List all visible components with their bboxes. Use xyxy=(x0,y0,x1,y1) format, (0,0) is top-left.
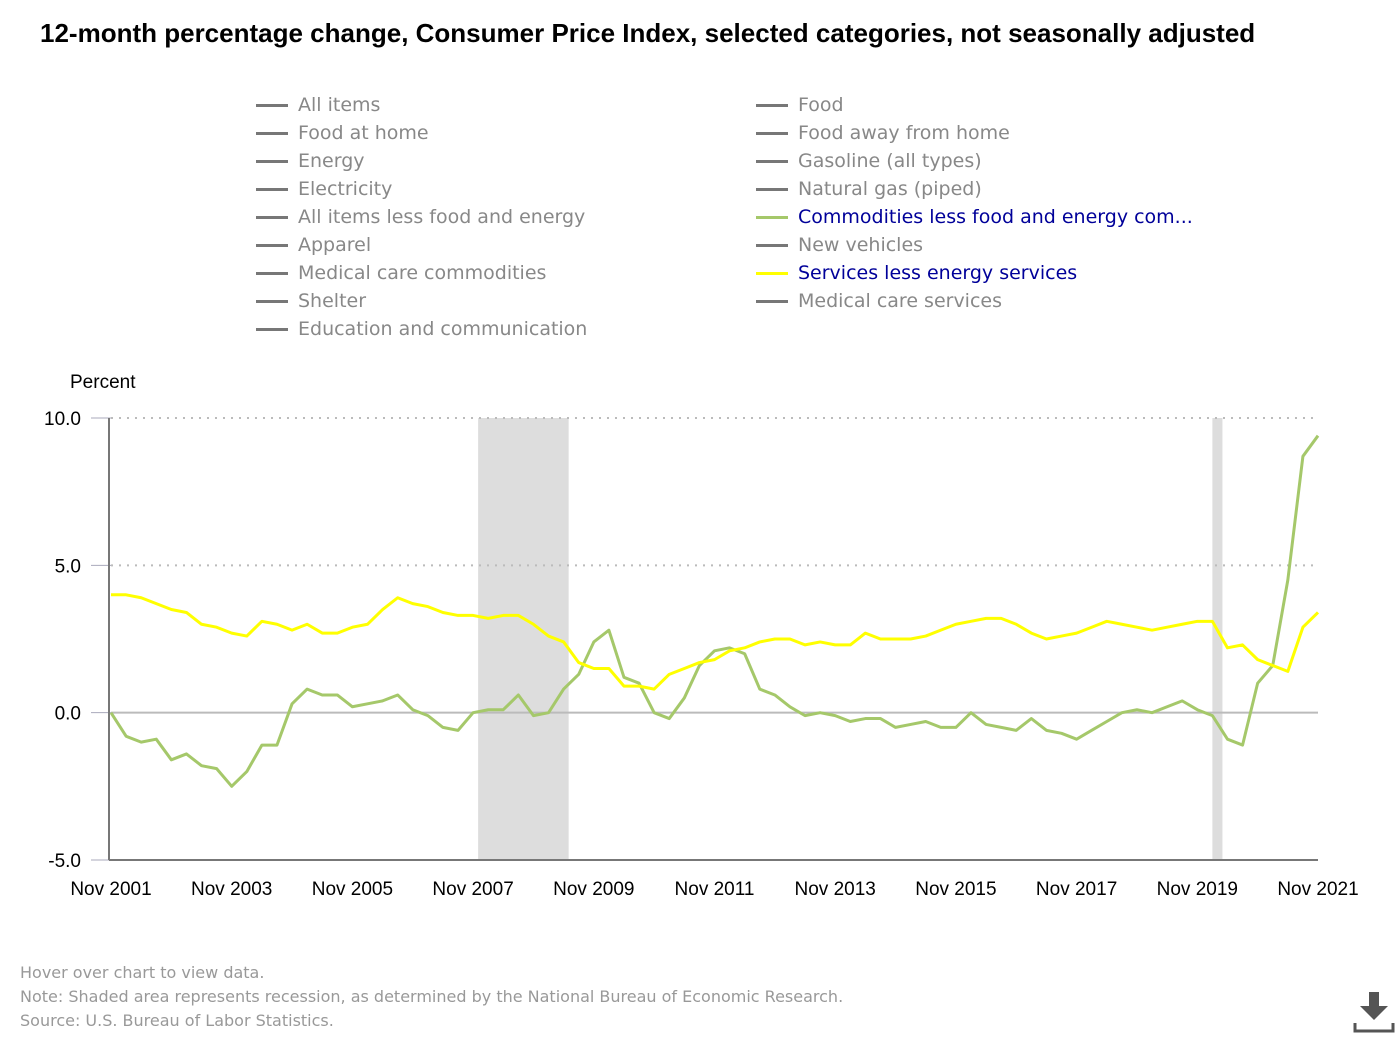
legend-item[interactable]: Food xyxy=(756,91,844,119)
series-line-services xyxy=(111,593,1320,691)
legend-swatch xyxy=(756,187,788,191)
legend-item[interactable]: Apparel xyxy=(256,231,371,259)
legend-swatch xyxy=(256,131,288,135)
legend-item[interactable]: Shelter xyxy=(256,287,366,315)
legend-label: Medical care services xyxy=(798,290,1002,312)
line-chart[interactable]: Percent 10.0 5.0 0.0 -5.0 Nov 2001 Nov 2003 No… xyxy=(0,360,1400,920)
legend-swatch xyxy=(756,215,788,219)
x-tick-label: Nov 2021 xyxy=(1277,879,1358,900)
legend-item[interactable]: Gasoline (all types) xyxy=(756,147,982,175)
legend-label: Gasoline (all types) xyxy=(798,150,982,172)
x-tick-label: Nov 2015 xyxy=(915,879,996,900)
legend-swatch xyxy=(256,271,288,275)
x-tick-label: Nov 2009 xyxy=(553,879,634,900)
recession-note: Note: Shaded area represents recession, … xyxy=(20,987,844,1006)
legend-item[interactable]: Natural gas (piped) xyxy=(756,175,982,203)
legend-swatch xyxy=(256,215,288,219)
x-tick-label: Nov 2019 xyxy=(1157,879,1238,900)
legend-swatch xyxy=(256,243,288,247)
y-axis-label: Percent xyxy=(70,372,136,393)
legend-label: All items less food and energy xyxy=(298,206,586,228)
legend-label: Services less energy services xyxy=(798,262,1078,284)
legend-item[interactable]: All items xyxy=(256,91,380,119)
x-tick-label: Nov 2005 xyxy=(312,879,393,900)
legend-label: Apparel xyxy=(298,234,372,256)
hover-hint: Hover over chart to view data. xyxy=(20,963,265,982)
legend-label: Electricity xyxy=(298,178,393,200)
recession-band xyxy=(1212,418,1223,860)
x-tick-label: Nov 2013 xyxy=(795,879,876,900)
download-icon[interactable] xyxy=(1352,990,1396,1034)
legend-label: Food at home xyxy=(298,122,429,144)
y-tick-label: -5.0 xyxy=(48,851,81,872)
legend-label: Commodities less food and energy com... xyxy=(798,206,1193,228)
legend-swatch xyxy=(256,159,288,163)
legend-label: All items xyxy=(298,94,381,116)
legend-item[interactable]: Education and communication xyxy=(256,315,587,343)
legend-label: Food away from home xyxy=(798,122,1010,144)
x-tick-label: Nov 2017 xyxy=(1036,879,1117,900)
legend-swatch xyxy=(756,299,788,303)
legend-swatch xyxy=(756,271,788,275)
legend-item[interactable]: Services less energy services xyxy=(756,259,1077,287)
x-tick-label: Nov 2011 xyxy=(675,879,755,900)
y-tick-label: 10.0 xyxy=(44,409,81,430)
legend-swatch xyxy=(756,103,788,107)
legend-swatch xyxy=(756,159,788,163)
legend-swatch xyxy=(756,131,788,135)
legend-item[interactable]: Food away from home xyxy=(756,119,1010,147)
series-line-commodities xyxy=(109,434,1320,788)
legend-item[interactable]: Commodities less food and energy com... xyxy=(756,203,1193,231)
source-note: Source: U.S. Bureau of Labor Statistics. xyxy=(20,1011,334,1030)
chart-title: 12-month percentage change, Consumer Pri… xyxy=(40,18,1256,48)
legend-label: Education and communication xyxy=(298,318,588,340)
x-tick-label: Nov 2001 xyxy=(70,879,151,900)
legend-swatch xyxy=(256,187,288,191)
legend-item[interactable]: Food at home xyxy=(256,119,429,147)
legend-label: Medical care commodities xyxy=(298,262,547,284)
legend-label: Natural gas (piped) xyxy=(798,178,982,200)
legend-item[interactable]: All items less food and energy xyxy=(256,203,585,231)
legend-item[interactable]: New vehicles xyxy=(756,231,923,259)
legend-swatch xyxy=(256,103,288,107)
legend-label: Shelter xyxy=(298,290,367,312)
legend-item[interactable]: Electricity xyxy=(256,175,392,203)
y-tick-label: 0.0 xyxy=(55,704,81,725)
y-tick-label: 5.0 xyxy=(55,556,81,577)
legend-item[interactable]: Medical care services xyxy=(756,287,1002,315)
legend-label: New vehicles xyxy=(798,234,924,256)
legend-swatch xyxy=(256,327,288,331)
legend-label: Food xyxy=(798,94,844,116)
legend-swatch xyxy=(256,299,288,303)
legend-swatch xyxy=(756,243,788,247)
x-tick-label: Nov 2007 xyxy=(432,879,513,900)
x-tick-label: Nov 2003 xyxy=(191,879,272,900)
legend-item[interactable]: Energy xyxy=(256,147,365,175)
legend-label: Energy xyxy=(298,150,365,172)
legend-item[interactable]: Medical care commodities xyxy=(256,259,546,287)
